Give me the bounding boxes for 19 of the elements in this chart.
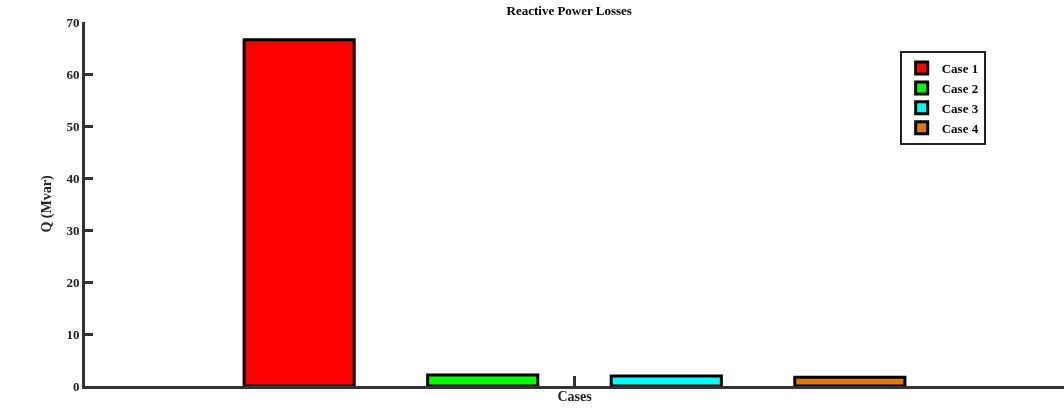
bar xyxy=(242,38,356,386)
y-axis-title: Q (Mvar) xyxy=(39,175,55,233)
legend-label: Case 4 xyxy=(941,120,979,136)
y-tick-label: 50 xyxy=(66,118,80,134)
y-tick-label: 70 xyxy=(66,14,80,30)
y-tick-label: 0 xyxy=(72,378,80,394)
y-tick-label: 60 xyxy=(66,66,80,82)
x-axis-title: Cases xyxy=(557,389,593,405)
bar xyxy=(609,374,723,386)
chart-title: Reactive Power Losses xyxy=(506,3,632,19)
y-tick-label: 10 xyxy=(66,326,80,342)
bar xyxy=(793,375,907,386)
y-tick-label: 40 xyxy=(66,170,80,186)
legend-label: Case 3 xyxy=(941,100,979,116)
legend-label: Case 1 xyxy=(941,61,979,77)
bar xyxy=(426,373,540,386)
y-tick-label: 30 xyxy=(66,222,80,238)
y-tick-label: 20 xyxy=(66,274,80,290)
legend-label: Case 2 xyxy=(941,81,979,97)
